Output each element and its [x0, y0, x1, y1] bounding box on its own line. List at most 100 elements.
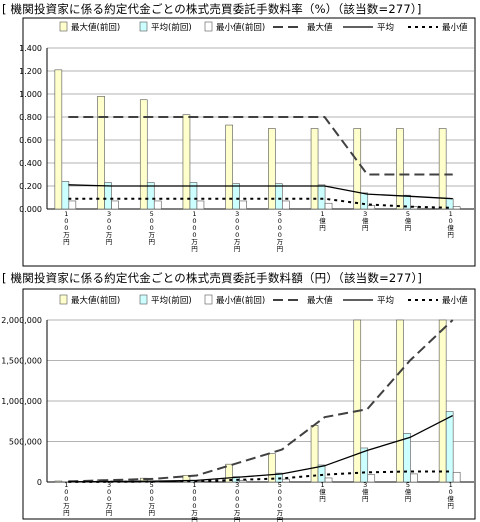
bar-max-prev — [54, 69, 63, 210]
bar-min-prev — [239, 479, 247, 483]
legend-swatch — [59, 21, 68, 32]
bar-avg-prev — [317, 464, 326, 483]
x-tick-label: 5 億円 — [405, 481, 412, 503]
bar-min-prev — [153, 200, 162, 210]
line-max — [68, 116, 453, 176]
x-tick-label: 5 億円 — [405, 210, 412, 232]
legend-label: 平均(前回) — [151, 22, 192, 33]
x-tick-label: 1 0 億円 — [447, 481, 454, 510]
bar-avg-prev — [403, 433, 411, 483]
bar-max-prev — [438, 319, 447, 483]
bar-min-prev — [410, 473, 418, 483]
y-tick-label: 1.400 — [19, 44, 42, 53]
legend-label: 最小値(前回) — [216, 22, 265, 33]
x-tick-label: 1 0 0 万円 — [63, 481, 70, 517]
line-avg — [68, 184, 453, 200]
legend-label: 平均(前回) — [151, 295, 192, 306]
x-tick-label: 3 0 0 万円 — [106, 210, 113, 246]
x-tick-label: 3 0 0 0 万円 — [234, 210, 241, 253]
y-tick-label: 2,000,000 — [1, 316, 42, 325]
bar-min-prev — [68, 200, 77, 210]
y-tick-label: 0.200 — [19, 182, 42, 191]
bar-max-prev — [396, 319, 404, 483]
bar-min-prev — [282, 200, 290, 210]
x-tick-label: 5 0 0 0 万円 — [277, 481, 284, 522]
bar-avg-prev — [275, 183, 283, 210]
bar-min-prev — [324, 202, 333, 210]
bar-max-prev — [310, 424, 319, 483]
legend-swatch — [204, 21, 213, 32]
bar-avg-prev — [61, 181, 70, 210]
bar-min-prev — [367, 205, 376, 210]
bar-avg-prev — [445, 411, 454, 483]
bar-avg-prev — [232, 476, 240, 483]
bar-max-prev — [268, 128, 276, 210]
x-tick-label: 5 0 0 0 万円 — [277, 210, 284, 253]
y-tick-label: 0.600 — [19, 136, 42, 145]
y-tick-label: 500,000 — [9, 438, 42, 447]
bar-avg-prev — [317, 184, 326, 210]
bar-max-prev — [396, 128, 404, 210]
bar-min-prev — [410, 206, 418, 210]
bar-min-prev — [282, 478, 290, 483]
legend-label: 最小値 — [442, 295, 468, 306]
x-tick-label: 1 0 0 万円 — [63, 210, 70, 246]
bar-max-prev — [268, 453, 276, 483]
bar-max-prev — [225, 124, 233, 210]
bar-max-prev — [353, 319, 362, 483]
y-tick-label: 1,500,000 — [1, 357, 42, 366]
bar-max-prev — [438, 128, 447, 210]
legend-label: 最大値 — [307, 295, 333, 306]
x-tick-label: 1 0 0 0 万円 — [191, 210, 198, 253]
y-tick-label: 0.400 — [19, 159, 42, 168]
x-tick-label: 5 0 0 万円 — [149, 210, 156, 246]
bar-avg-prev — [189, 182, 198, 210]
bar-min-prev — [196, 200, 205, 210]
y-tick-label: 0.800 — [19, 113, 42, 122]
legend-label: 最小値 — [442, 22, 468, 33]
bar-avg-prev — [360, 447, 369, 483]
legend-swatch — [139, 21, 148, 32]
bar-max-prev — [139, 99, 148, 210]
line-min — [68, 197, 453, 209]
y-tick-label: 1.000 — [19, 90, 42, 99]
x-tick-label: 1 億円 — [319, 481, 326, 503]
legend-label: 最小値(前回) — [216, 295, 265, 306]
x-tick-label: 3 億円 — [362, 481, 369, 503]
bar-max-prev — [225, 463, 233, 483]
bar-avg-prev — [104, 182, 112, 210]
x-tick-label: 3 0 0 0 万円 — [234, 481, 241, 522]
x-tick-label: 1 0 億円 — [447, 210, 454, 239]
bar-max-prev — [182, 114, 191, 210]
legend-label: 最大値(前回) — [71, 22, 120, 33]
y-tick-label: 1.200 — [19, 67, 42, 76]
x-tick-label: 5 0 0 万円 — [149, 481, 156, 517]
bar-max-prev — [353, 128, 362, 210]
bar-avg-prev — [403, 194, 411, 210]
legend-label: 最大値(前回) — [71, 295, 120, 306]
legend-swatch — [139, 294, 148, 305]
bar-min-prev — [239, 200, 247, 210]
chart-title-rate: [ 機関投資家に係る約定代金ごとの株式売買委託手数料率（%）（該当数=277）] — [2, 2, 422, 16]
chart-title-amount: [ 機関投資家に係る約定代金ごとの株式売買委託手数料額（円）（該当数=277）] — [2, 271, 423, 285]
y-tick-label: 0.000 — [19, 205, 42, 214]
bar-max-prev — [310, 128, 319, 210]
bar-avg-prev — [146, 182, 155, 210]
legend-label: 最大値 — [307, 22, 333, 33]
bar-max-prev — [54, 480, 63, 483]
bar-max-prev — [97, 96, 105, 210]
legend-swatch — [59, 294, 68, 305]
bar-min-prev — [111, 200, 119, 210]
y-tick-label: 0 — [37, 478, 42, 487]
bar-avg-prev — [232, 183, 240, 210]
legend-label: 平均 — [377, 295, 394, 306]
bar-min-prev — [452, 206, 461, 210]
x-tick-label: 1 億円 — [319, 210, 326, 232]
bar-min-prev — [452, 471, 461, 483]
bar-avg-prev — [360, 192, 369, 210]
y-tick-label: 1,000,000 — [1, 397, 42, 406]
line-min — [68, 470, 453, 483]
line-max — [68, 319, 454, 483]
x-tick-label: 3 億円 — [362, 210, 369, 232]
